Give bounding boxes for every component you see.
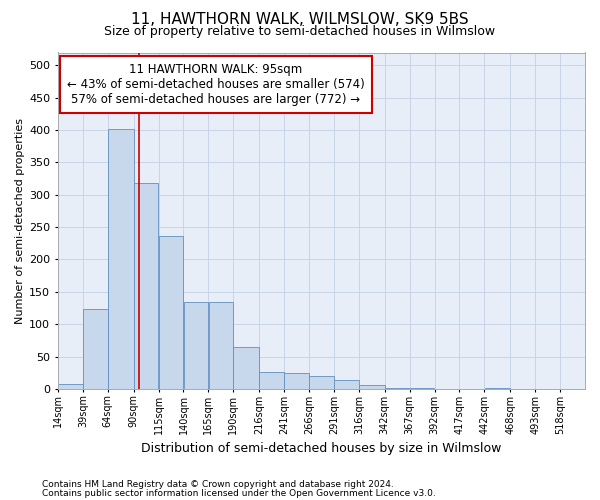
X-axis label: Distribution of semi-detached houses by size in Wilmslow: Distribution of semi-detached houses by … bbox=[141, 442, 502, 455]
Text: Contains HM Land Registry data © Crown copyright and database right 2024.: Contains HM Land Registry data © Crown c… bbox=[42, 480, 394, 489]
Text: 11, HAWTHORN WALK, WILMSLOW, SK9 5BS: 11, HAWTHORN WALK, WILMSLOW, SK9 5BS bbox=[131, 12, 469, 28]
Bar bbox=[83, 310, 107, 389]
Bar bbox=[209, 302, 233, 389]
Bar bbox=[359, 385, 385, 389]
Bar bbox=[485, 388, 510, 389]
Bar bbox=[334, 380, 359, 389]
Bar bbox=[385, 388, 409, 389]
Bar bbox=[259, 372, 284, 389]
Bar bbox=[184, 302, 208, 389]
Bar bbox=[410, 388, 434, 389]
Bar bbox=[134, 183, 158, 389]
Bar bbox=[58, 384, 83, 389]
Bar bbox=[233, 347, 259, 389]
Text: Size of property relative to semi-detached houses in Wilmslow: Size of property relative to semi-detach… bbox=[104, 25, 496, 38]
Text: Contains public sector information licensed under the Open Government Licence v3: Contains public sector information licen… bbox=[42, 489, 436, 498]
Bar bbox=[108, 130, 134, 389]
Y-axis label: Number of semi-detached properties: Number of semi-detached properties bbox=[15, 118, 25, 324]
Bar bbox=[284, 374, 309, 389]
Bar bbox=[159, 236, 184, 389]
Bar bbox=[309, 376, 334, 389]
Text: 11 HAWTHORN WALK: 95sqm
← 43% of semi-detached houses are smaller (574)
57% of s: 11 HAWTHORN WALK: 95sqm ← 43% of semi-de… bbox=[67, 62, 365, 106]
